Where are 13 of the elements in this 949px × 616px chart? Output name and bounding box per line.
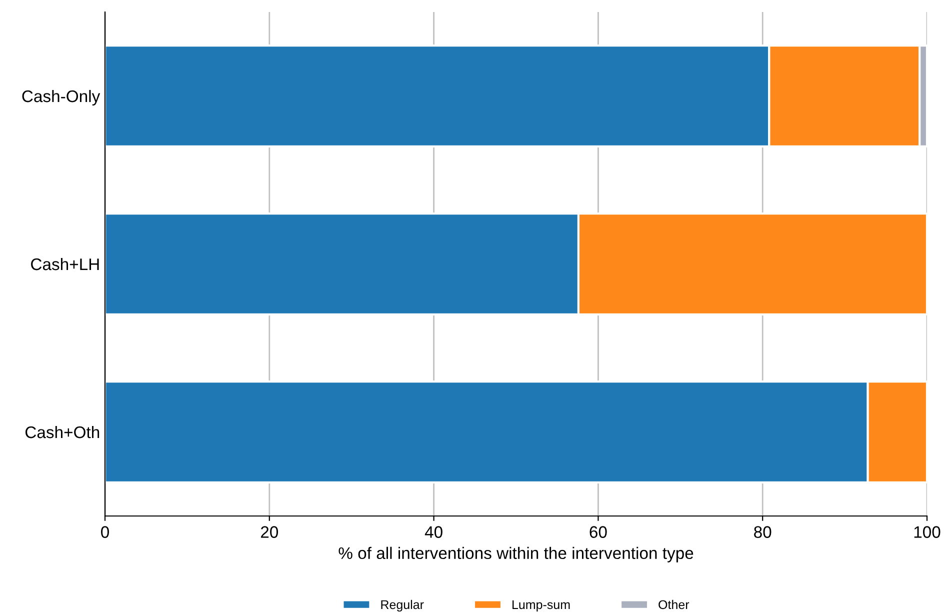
x-tick-label: 80 [754,526,772,538]
y-tick-label: Cash+LH [31,258,99,270]
x-tick-label: 60 [590,526,607,538]
x-tick-label: 0 [101,526,109,538]
x-axis-title: % of all interventions within the intervention type [338,546,694,562]
legend-label: Regular [381,600,424,612]
legend-label: Lump-sum [512,600,570,612]
x-tick-label: 100 [914,526,940,538]
x-tick-label: 40 [424,526,442,538]
legend-label: Other [658,600,690,610]
y-tick-label: Cash+Oth [25,426,100,438]
x-tick-label: 20 [260,526,278,538]
y-tick-label: Cash-Only [22,90,100,106]
